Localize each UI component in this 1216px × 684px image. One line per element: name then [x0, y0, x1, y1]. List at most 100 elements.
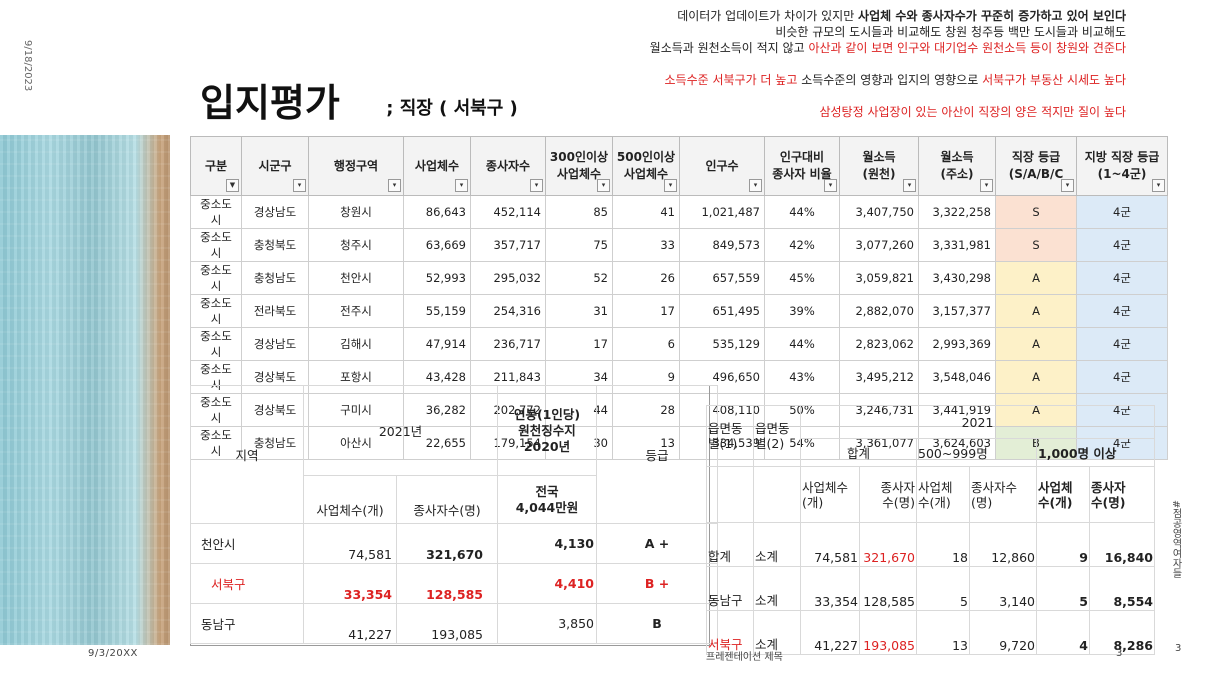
header-8: 인구대비 종사자 비율 ▾ — [764, 136, 840, 196]
note-line-5: 삼성탕정 사업장이 있는 아산이 직장의 양은 적지만 질이 높다 — [819, 105, 1126, 119]
cell: 657,559 — [679, 261, 765, 295]
cell: 75 — [545, 228, 613, 262]
salary: 3,850 — [497, 603, 597, 644]
cell: 2,993,369 — [918, 327, 996, 361]
value-cell: 5 — [916, 566, 970, 611]
cell: 44% — [764, 195, 840, 229]
value-cell: 12,860 — [969, 522, 1037, 567]
emp-count: 321,670 — [396, 523, 498, 564]
district-sub: 소계 — [753, 522, 801, 567]
filter-dropdown-icon[interactable]: ▾ — [749, 179, 762, 192]
cell: 4군 — [1076, 261, 1168, 295]
value-cell: 33,354 — [800, 566, 860, 611]
value-cell: 5 — [1036, 566, 1090, 611]
cell: 3,322,258 — [918, 195, 996, 229]
cell: 3,495,212 — [839, 360, 919, 394]
filter-dropdown-icon[interactable]: ▾ — [530, 179, 543, 192]
header-10: 월소득 (주소) ▾ — [918, 136, 996, 196]
cell: 52 — [545, 261, 613, 295]
cell: 63,669 — [403, 228, 471, 262]
header-label: 인구수 — [705, 158, 739, 173]
header-label: 시군구 — [258, 158, 292, 173]
filter-dropdown-icon[interactable]: ▾ — [980, 179, 993, 192]
note-line-4: 소득수준 서북구가 더 높고 소득수준의 영향과 입지의 영향으로 서북구가 부… — [664, 73, 1126, 87]
table-row: 서북구 소계 41,227 193,085 13 9,720 4 8,286 — [706, 610, 1155, 655]
value-cell: 128,585 — [859, 566, 917, 611]
notes-block: 데이터가 업데이트가 차이가 있지만 사업체 수와 종사자수가 꾸준히 증가하고… — [506, 8, 1126, 120]
cell: 31 — [545, 294, 613, 328]
district-name: 합계 — [706, 522, 754, 567]
filter-dropdown-icon[interactable]: ▼ — [226, 179, 239, 192]
table-row: 동남구 소계 33,354 128,585 5 3,140 5 8,554 — [706, 566, 1155, 611]
district-col1-header: 읍면동 별(1) — [706, 405, 754, 467]
filter-dropdown-icon[interactable]: ▾ — [664, 179, 677, 192]
biz-count-header: 사업체수(개) — [303, 475, 397, 524]
grade-header: 등급 — [596, 385, 718, 524]
table-header-row: 구분 ▼ 시군구 ▾ 행정구역 ▾ 사업체수 ▾ 종사자수 ▾ 300인이상 사업체수 ▾ 500인이상… — [190, 136, 1168, 196]
side-date: 9/18/2023 — [22, 40, 33, 92]
cell: 4군 — [1076, 327, 1168, 361]
header-3: 사업체수 ▾ — [403, 136, 471, 196]
t3-emp3-header: 종사자 수(명) — [1089, 466, 1155, 523]
header-label: 직장 등급 (S/A/B/C — [1008, 150, 1064, 181]
city-comparison-table: 구분 ▼ 시군구 ▾ 행정구역 ▾ 사업체수 ▾ 종사자수 ▾ 300인이상 사업체수 ▾ 500인이상… — [190, 136, 1168, 460]
table-row: 중소도시 전라북도 전주시 55,159 254,316 31 17 651,495 39% 2,… — [190, 294, 1168, 328]
note-line-3: 월소득과 원천소득이 적지 않고 아산과 같이 보면 인구와 대기업수 원천소득… — [649, 41, 1126, 55]
cell: 창원시 — [308, 195, 404, 229]
cell: 중소도시 — [190, 261, 242, 295]
filter-dropdown-icon[interactable]: ▾ — [293, 179, 306, 192]
cell: 2,882,070 — [839, 294, 919, 328]
value-cell: 4 — [1036, 610, 1090, 655]
value-cell: 3,140 — [969, 566, 1037, 611]
header-1: 시군구 ▾ — [241, 136, 309, 196]
cell: 254,316 — [470, 294, 546, 328]
cell: 중소도시 — [190, 327, 242, 361]
cell: 4군 — [1076, 195, 1168, 229]
district-name: 서북구 — [706, 610, 754, 655]
cell: 중소도시 — [190, 294, 242, 328]
cell: 경상남도 — [241, 327, 309, 361]
cell: 535,129 — [679, 327, 765, 361]
cell: 43% — [764, 360, 840, 394]
header-9: 월소득 (원천) ▾ — [839, 136, 919, 196]
header-label: 행정구역 — [333, 158, 379, 173]
t3-emp2-header: 종사자수 (명) — [969, 466, 1037, 523]
filter-dropdown-icon[interactable]: ▾ — [388, 179, 401, 192]
cell: 3,430,298 — [918, 261, 996, 295]
district-sub: 소계 — [753, 610, 801, 655]
header-5: 300인이상 사업체수 ▾ — [545, 136, 613, 196]
header-11: 직장 등급 (S/A/B/C ▾ — [995, 136, 1077, 196]
decorative-wood-panel — [0, 135, 170, 645]
cell: 4군 — [1076, 294, 1168, 328]
filter-dropdown-icon[interactable]: ▾ — [903, 179, 916, 192]
header-label: 종사자수 — [485, 158, 531, 173]
cell: 2,823,062 — [839, 327, 919, 361]
footer-title: 프레젠테이션 제목 — [706, 652, 783, 663]
biz-count: 74,581 — [303, 523, 397, 564]
cell: 55,159 — [403, 294, 471, 328]
header-4: 종사자수 ▾ — [470, 136, 546, 196]
district-breakdown-table: 읍면동 별(1) 읍면동 별(2) 2021 합계 500~999명 1,000… — [706, 405, 1155, 655]
cell: 3,548,046 — [918, 360, 996, 394]
grade: B + — [596, 563, 718, 604]
header-label: 300인이상 사업체수 — [549, 150, 609, 181]
salary-grade-table: 지역 2021년 연봉(1인당) 원천징수지 2020년 등급 사업체수(개) … — [190, 385, 718, 644]
filter-dropdown-icon[interactable]: ▾ — [455, 179, 468, 192]
filter-dropdown-icon[interactable]: ▾ — [1061, 179, 1074, 192]
filter-dropdown-icon[interactable]: ▾ — [824, 179, 837, 192]
slide-number: 3 — [1175, 643, 1182, 654]
filter-dropdown-icon[interactable]: ▾ — [597, 179, 610, 192]
salary: 4,410 — [497, 563, 597, 604]
cell: 17 — [612, 294, 680, 328]
side-vertical-text: #점공영역여자들 — [1170, 500, 1181, 579]
cell: 849,573 — [679, 228, 765, 262]
filter-dropdown-icon[interactable]: ▾ — [1152, 179, 1165, 192]
cell: 47,914 — [403, 327, 471, 361]
value-cell: 13 — [916, 610, 970, 655]
cell: 충청북도 — [241, 228, 309, 262]
header-label: 500인이상 사업체수 — [616, 150, 676, 181]
t3-biz3-header: 사업체 수(개) — [1036, 466, 1090, 523]
grade: A + — [596, 523, 718, 564]
header-label: 구분 — [204, 158, 228, 173]
cell: 3,331,981 — [918, 228, 996, 262]
